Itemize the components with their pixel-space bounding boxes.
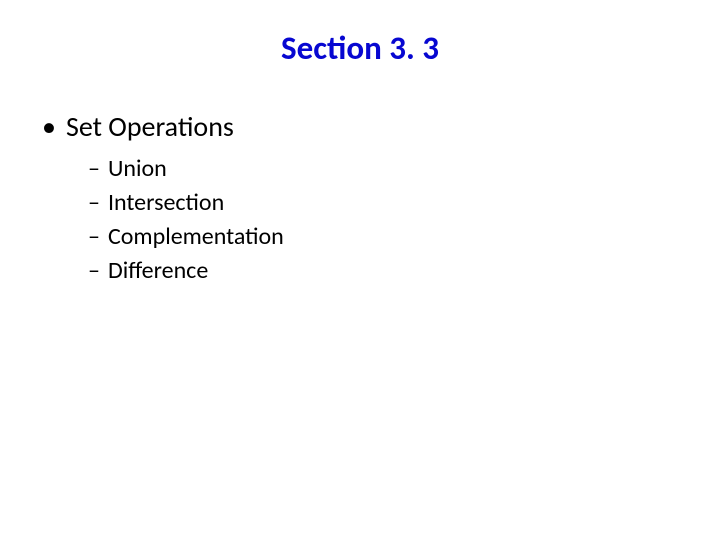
bullet-marker-dash: – [88,256,100,286]
bullet-item-level2: – Difference [88,256,680,286]
bullet-text-level2: Intersection [108,188,224,218]
bullet-marker-dash: – [88,188,100,218]
bullet-marker-dot: • [42,110,56,144]
bullet-marker-dash: – [88,222,100,252]
bullet-item-level2: – Complementation [88,222,680,252]
bullet-item-level2: – Union [88,154,680,184]
slide-container: Section 3. 3 • Set Operations – Union – … [0,0,720,540]
slide-title: Section 3. 3 [40,28,680,68]
bullet-text-level1: Set Operations [66,110,234,144]
bullet-item-level2: – Intersection [88,188,680,218]
bullet-text-level2: Complementation [108,222,284,252]
bullet-marker-dash: – [88,154,100,184]
bullet-item-level1: • Set Operations [40,110,680,144]
bullet-text-level2: Difference [108,256,208,286]
bullet-text-level2: Union [108,154,167,184]
